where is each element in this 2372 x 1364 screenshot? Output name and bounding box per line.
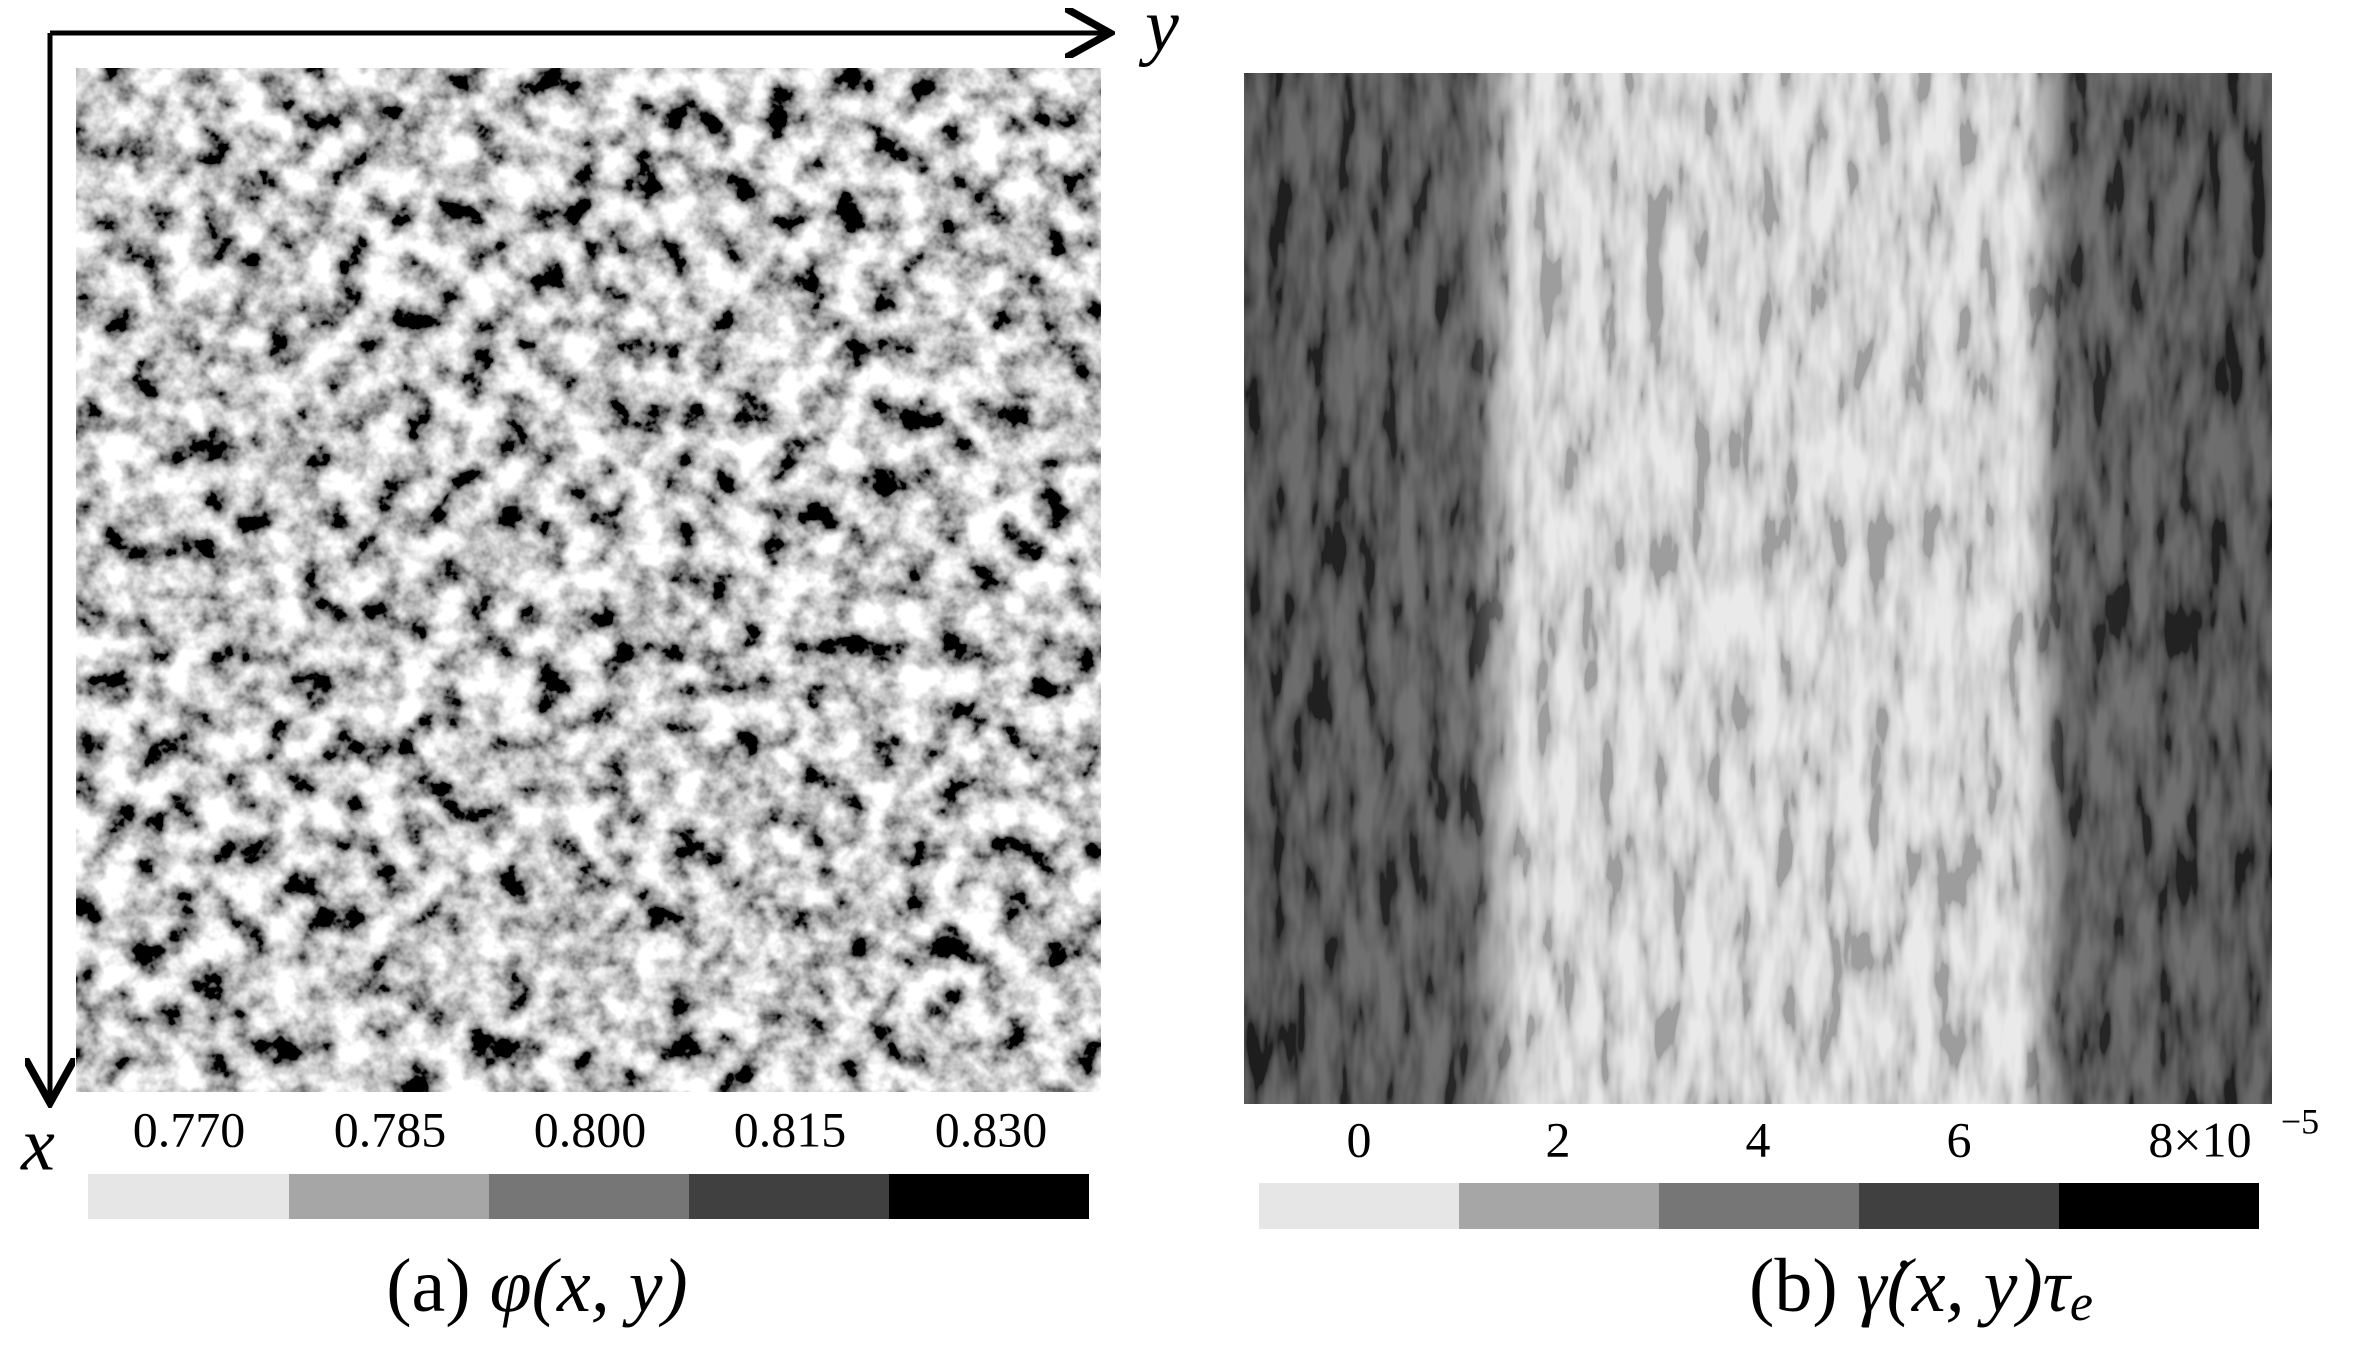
colorbar-tick: 0.815 [734,1101,847,1157]
colorbar-segment [489,1174,689,1219]
caption: (b) γ̇(x, y)τe [1749,1244,2093,1332]
colorbar-tick: 0 [1347,1111,1372,1167]
colorbar-segment [1459,1183,1659,1229]
caption-label: (b) [1749,1244,1838,1328]
colorbar-segment [1859,1183,2059,1229]
density-map [76,68,1101,1092]
caption-label: (a) [386,1244,470,1328]
colorbar [88,1174,1089,1219]
colorbar-segment [1659,1183,1859,1229]
colorbar [1259,1183,2259,1229]
shear-rate-texture [1244,73,2272,1104]
colorbar-tick: 0.785 [334,1101,447,1157]
colorbar-tick: 0.770 [133,1101,246,1157]
colorbar-tick: 6 [1947,1111,1972,1167]
colorbar-exponent: −5 [2281,1101,2319,1141]
colorbar-tick: 4 [1746,1111,1771,1167]
y-axis-label: y [1138,0,1179,67]
caption: (a) φ(x, y) [386,1244,688,1328]
shear-rate-map [1244,73,2272,1104]
colorbar-segment [88,1174,289,1219]
caption-math: φ(x, y) [490,1244,688,1328]
x-axis-label: x [20,1102,55,1186]
colorbar-segment [2059,1183,2259,1229]
colorbar-tick: 2 [1546,1111,1571,1167]
caption-subscript: e [2070,1275,2093,1332]
colorbar-segment [1259,1183,1459,1229]
colorbar-tick: 0.800 [534,1101,647,1157]
colorbar-segment [689,1174,889,1219]
colorbar-tick: 0.830 [935,1101,1048,1157]
colorbar-segment [889,1174,1089,1219]
colorbar-tick: 8×10 [2148,1111,2251,1167]
colorbar-segment [289,1174,489,1219]
caption-math: γ̇(x, y)τ [1857,1244,2073,1328]
